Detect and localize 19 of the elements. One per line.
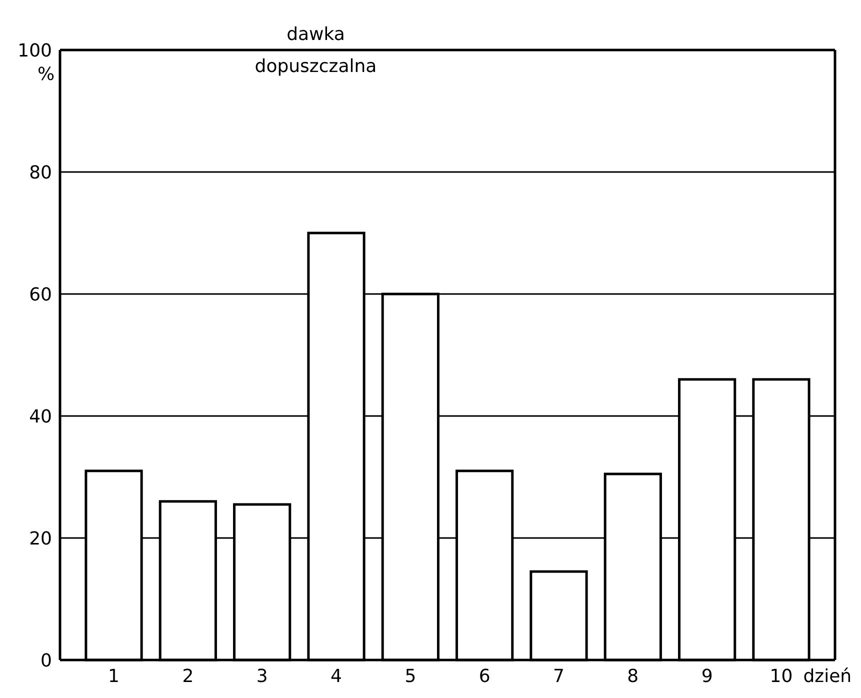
y-tick-label: 80	[29, 162, 52, 184]
y-tick-label: 0	[40, 650, 52, 672]
ref-line-label: dawka dopuszczalna	[254, 24, 377, 77]
x-tick-label: 9	[701, 666, 713, 687]
x-axis-title: dzień	[803, 666, 852, 687]
x-tick-label: 5	[404, 666, 416, 687]
x-tick-label: 6	[478, 666, 490, 687]
y-tick-label: 100	[18, 40, 52, 62]
y-tick-label: 40	[29, 406, 52, 428]
x-tick-label: 1	[108, 666, 120, 687]
x-tick-label: 8	[627, 666, 639, 687]
x-tick-label: 7	[553, 666, 564, 687]
x-tick-label: 4	[330, 666, 342, 687]
x-tick-label: 3	[256, 666, 268, 687]
x-tick-label: 10	[770, 666, 793, 687]
y-tick-label: 20	[29, 528, 52, 550]
y-tick-label: 60	[29, 284, 52, 306]
y-axis-title: %	[37, 64, 55, 85]
x-tick-label: 2	[182, 666, 194, 687]
